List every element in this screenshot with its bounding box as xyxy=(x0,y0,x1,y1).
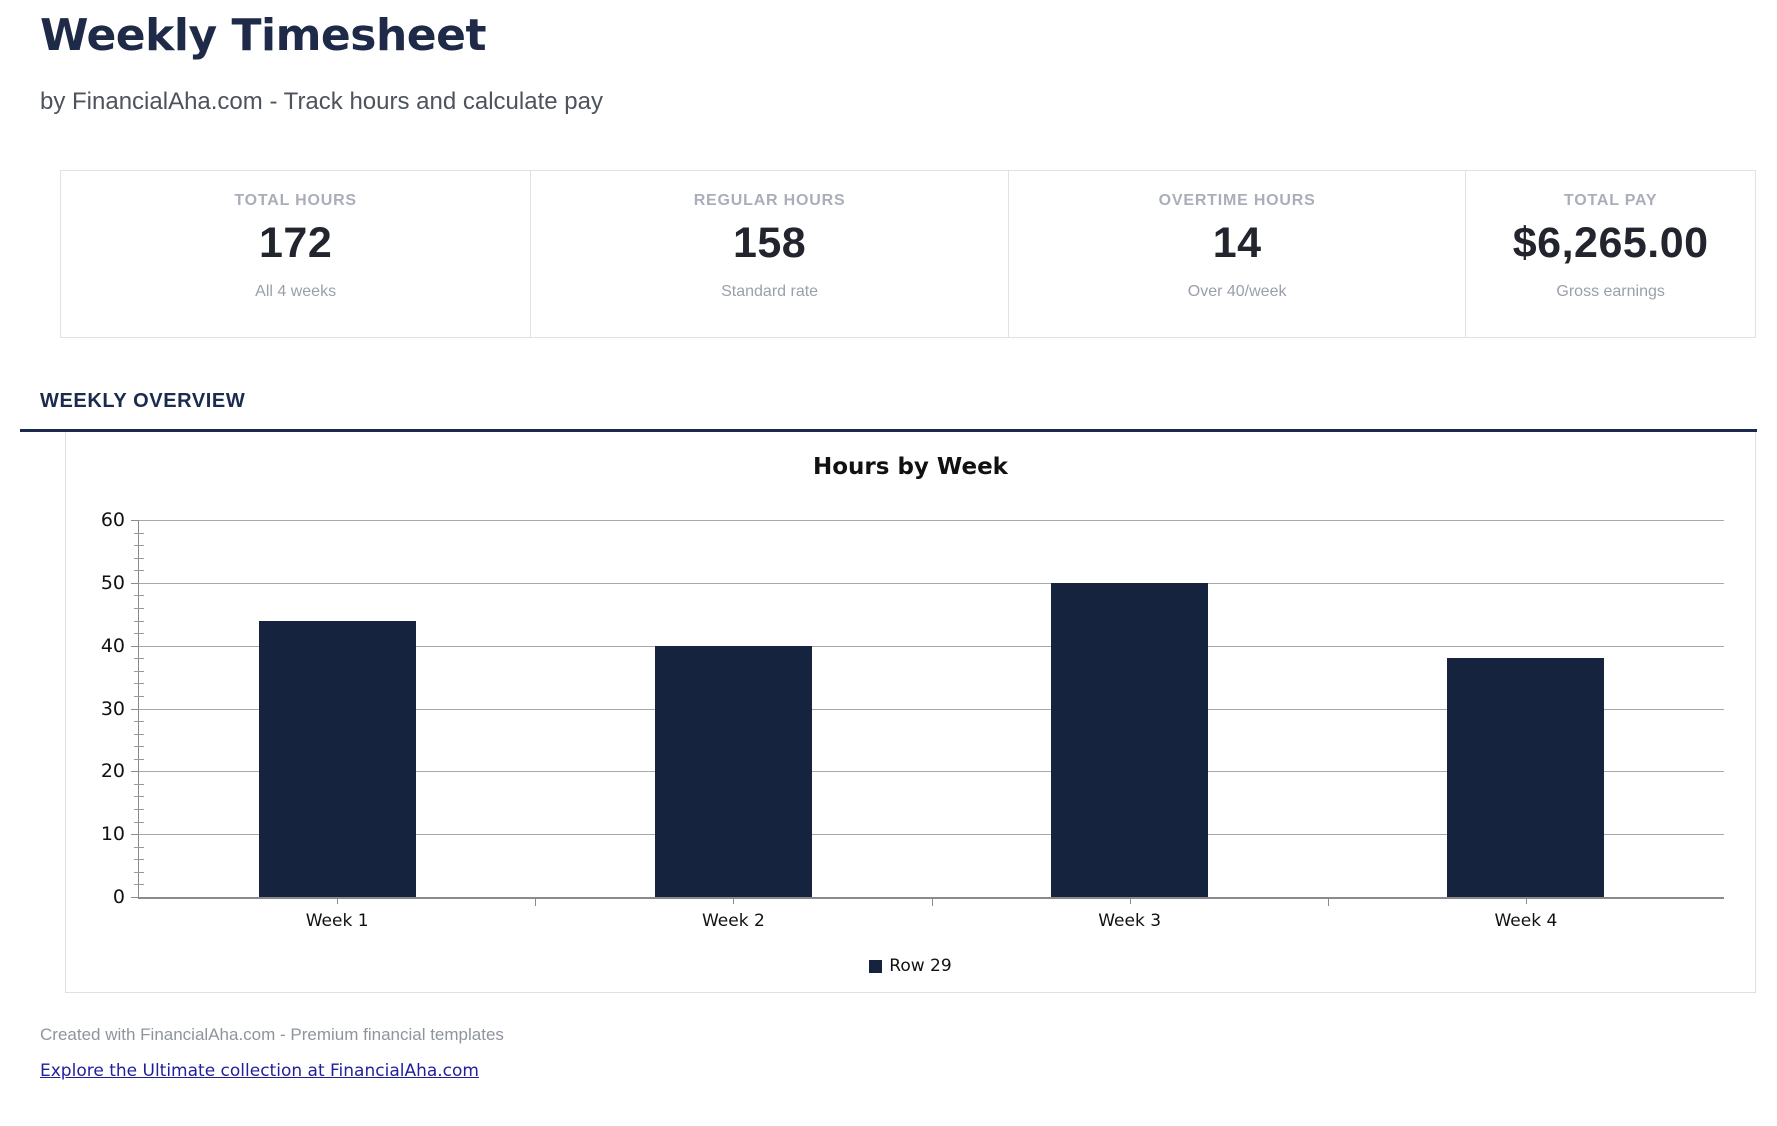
bar-week-3 xyxy=(1051,582,1209,897)
y-axis-minor-tick xyxy=(134,595,144,597)
y-axis-minor-tick xyxy=(134,871,144,873)
stat-card-overtime-hours: OVERTIME HOURS 14 Over 40/week xyxy=(1007,171,1465,337)
y-axis-major-tick xyxy=(131,834,139,836)
y-axis-minor-tick xyxy=(134,821,144,823)
page-subtitle: by FinancialAha.com - Track hours and ca… xyxy=(40,88,603,115)
y-axis-minor-tick xyxy=(134,670,144,672)
stat-sublabel: Over 40/week xyxy=(1187,283,1287,300)
y-axis-minor-tick xyxy=(134,633,144,635)
gridline xyxy=(139,708,1724,710)
section-divider xyxy=(20,429,1757,432)
y-axis-minor-tick xyxy=(134,683,144,685)
stat-label: REGULAR HOURS xyxy=(693,192,846,209)
x-axis-center-tick xyxy=(337,897,339,904)
stat-card-regular-hours: REGULAR HOURS 158 Standard rate xyxy=(530,171,1008,337)
y-axis-minor-tick xyxy=(134,884,144,886)
y-axis-minor-tick xyxy=(134,607,144,609)
y-axis-minor-tick xyxy=(134,859,144,861)
stat-card-total-hours: TOTAL HOURS 172 All 4 weeks xyxy=(61,171,530,337)
stat-value: 14 xyxy=(1212,219,1262,267)
y-tick-label: 10 xyxy=(100,823,125,846)
y-axis-minor-tick xyxy=(134,733,144,735)
gridline xyxy=(139,520,1724,521)
y-tick-label: 50 xyxy=(100,571,125,594)
y-tick-label: 30 xyxy=(100,697,125,720)
y-axis-minor-tick xyxy=(134,532,144,534)
gridline xyxy=(139,834,1724,836)
y-axis-major-tick xyxy=(131,771,139,773)
x-axis-boundary-tick xyxy=(1327,897,1329,906)
section-heading: WEEKLY OVERVIEW xyxy=(40,390,246,412)
x-category-label: Week 2 xyxy=(701,911,765,931)
stat-card-total-pay: TOTAL PAY $6,265.00 Gross earnings xyxy=(1465,171,1755,337)
y-axis-minor-tick xyxy=(134,658,144,660)
stat-label: OVERTIME HOURS xyxy=(1158,192,1316,209)
y-axis-minor-tick xyxy=(134,758,144,760)
y-axis-minor-tick xyxy=(134,570,144,572)
footer-link[interactable]: Explore the Ultimate collection at Finan… xyxy=(40,1061,479,1081)
y-tick-label: 40 xyxy=(100,634,125,657)
stat-value: 172 xyxy=(258,219,333,267)
x-category-label: Week 4 xyxy=(1494,911,1558,931)
timesheet-page: Weekly Timesheet by FinancialAha.com - T… xyxy=(0,10,1777,1081)
x-axis-center-tick xyxy=(733,897,735,904)
stat-sublabel: Gross earnings xyxy=(1556,283,1665,300)
x-axis-center-tick xyxy=(1129,897,1131,904)
bar-week-1 xyxy=(258,620,416,897)
stat-value: $6,265.00 xyxy=(1512,219,1709,267)
x-axis-boundary-tick xyxy=(931,897,933,906)
y-axis-minor-tick xyxy=(134,721,144,723)
y-tick-label: 60 xyxy=(100,509,125,531)
x-axis-boundary-tick xyxy=(535,897,537,906)
bar-week-4 xyxy=(1447,658,1605,897)
chart-legend: Row 29 xyxy=(66,956,1755,976)
y-axis-major-tick xyxy=(131,582,139,584)
stat-value: 158 xyxy=(732,219,807,267)
gridline xyxy=(139,771,1724,773)
y-axis-minor-tick xyxy=(134,796,144,798)
y-axis-minor-tick xyxy=(134,545,144,547)
x-axis-center-tick xyxy=(1525,897,1527,904)
stat-sublabel: All 4 weeks xyxy=(255,283,337,300)
legend-swatch xyxy=(869,959,883,973)
footer-credit: Created with FinancialAha.com - Premium … xyxy=(40,1025,504,1044)
y-axis-minor-tick xyxy=(134,809,144,811)
y-axis-minor-tick xyxy=(134,846,144,848)
y-axis-major-tick xyxy=(131,645,139,647)
gridline xyxy=(139,645,1724,647)
y-axis-minor-tick xyxy=(134,746,144,748)
stat-sublabel: Standard rate xyxy=(721,283,819,300)
chart-container: Hours by Week 0 10 20 30 40 50 60 Week 1 Week 2 W… xyxy=(65,432,1756,993)
y-axis-major-tick xyxy=(131,520,139,521)
plot-area: 0 10 20 30 40 50 60 Week 1 Week 2 Week 3 Week 4 xyxy=(101,509,1724,931)
x-category-label: Week 3 xyxy=(1098,911,1162,931)
x-category-label: Week 1 xyxy=(305,911,369,931)
chart-title: Hours by Week xyxy=(813,454,1008,480)
y-axis-major-tick xyxy=(131,897,139,898)
y-axis-minor-tick xyxy=(134,557,144,559)
y-tick-label: 0 xyxy=(112,886,125,908)
y-axis-minor-tick xyxy=(134,783,144,785)
y-axis-minor-tick xyxy=(134,620,144,622)
legend-label: Row 29 xyxy=(889,956,952,976)
y-axis-minor-tick xyxy=(134,695,144,697)
y-axis-major-tick xyxy=(131,708,139,710)
stats-row: TOTAL HOURS 172 All 4 weeks REGULAR HOUR… xyxy=(60,170,1756,338)
stat-label: TOTAL PAY xyxy=(1563,192,1658,209)
bar-week-2 xyxy=(654,645,812,897)
page-title: Weekly Timesheet xyxy=(40,10,487,61)
stat-label: TOTAL HOURS xyxy=(234,192,357,209)
y-tick-label: 20 xyxy=(100,760,125,783)
gridline xyxy=(139,582,1724,584)
